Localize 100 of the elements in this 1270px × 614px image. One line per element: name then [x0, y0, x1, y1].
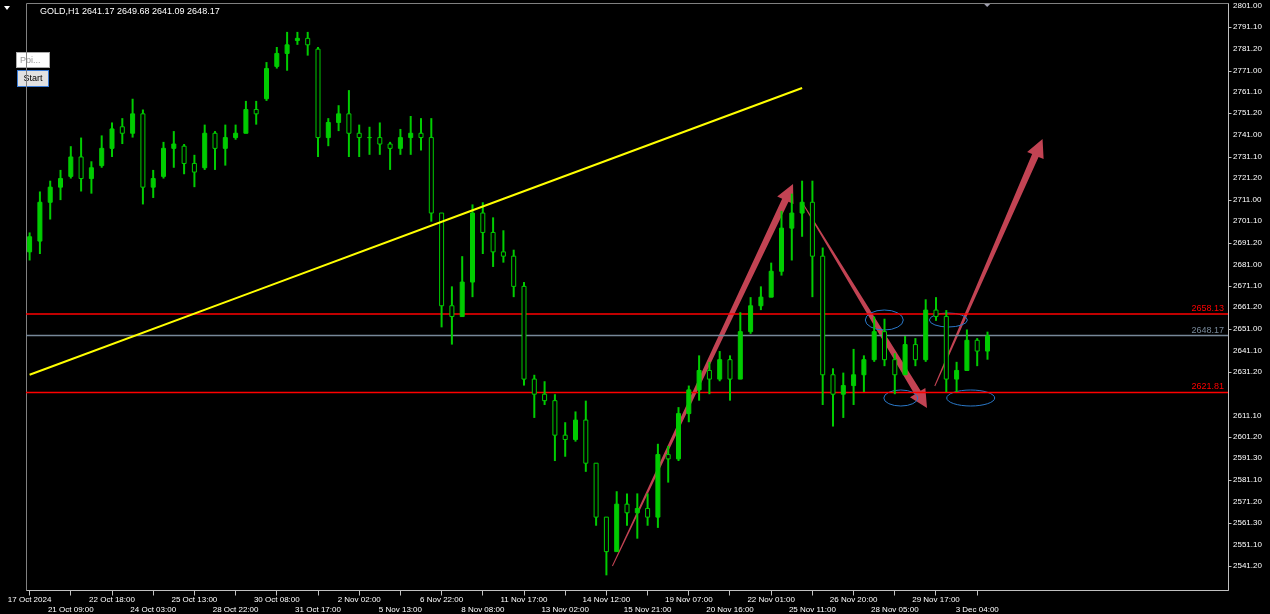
candlestick — [799, 179, 805, 238]
candlestick — [706, 360, 712, 396]
candlestick — [27, 231, 33, 262]
candlestick — [840, 371, 846, 419]
y-tick-label: 2691.20 — [1233, 237, 1263, 247]
x-tick-label: 3 Dec 04:00 — [955, 605, 1000, 614]
y-tick-label: 2791.10 — [1233, 22, 1263, 32]
candlestick — [562, 421, 568, 458]
candlestick — [253, 99, 259, 126]
x-tick-label: 20 Nov 16:00 — [706, 605, 755, 614]
candlestick — [531, 373, 537, 419]
x-tick-label: 22 Oct 18:00 — [89, 595, 136, 604]
candlestick — [490, 216, 496, 268]
candlestick — [397, 127, 403, 156]
candlestick — [356, 123, 362, 158]
candlestick — [150, 168, 156, 199]
x-tick-label: 14 Nov 12:00 — [582, 595, 631, 604]
candlestick — [892, 352, 898, 396]
candlestick — [191, 153, 197, 189]
y-tick-label: 2701.10 — [1233, 216, 1263, 226]
x-tick-label: 28 Nov 05:00 — [871, 605, 920, 614]
x-tick-label: 15 Nov 21:00 — [623, 605, 672, 614]
candlestick — [645, 492, 651, 527]
x-tick-label: 26 Nov 20:00 — [829, 595, 878, 604]
candlestick — [387, 140, 393, 171]
candlestick — [686, 384, 692, 424]
candlestick — [480, 201, 486, 256]
x-tick-label: 28 Oct 22:00 — [212, 605, 260, 614]
y-tick-label: 2711.00 — [1233, 195, 1262, 205]
candlestick — [573, 410, 578, 443]
y-tick-label: 2581.10 — [1233, 475, 1263, 485]
x-tick-label: 22 Nov 01:00 — [747, 595, 796, 604]
candlestick — [58, 168, 63, 202]
y-tick-label: 2801.00 — [1233, 1, 1263, 11]
y-tick-label: 2761.10 — [1233, 87, 1263, 97]
candlestick — [222, 123, 228, 167]
y-tick-label: 2721.20 — [1233, 173, 1263, 183]
candlestick — [305, 30, 311, 57]
y-tick-label: 2611.10 — [1233, 410, 1262, 420]
candlestick — [500, 229, 506, 264]
x-tick-label: 25 Nov 11:00 — [788, 605, 837, 614]
y-tick-label: 2631.20 — [1233, 367, 1263, 377]
ref-line-label: 2658.13 — [1191, 303, 1224, 314]
y-tick-label: 2641.10 — [1233, 345, 1263, 355]
x-tick-label: 31 Oct 17:00 — [295, 605, 342, 614]
y-tick-label: 2771.00 — [1233, 65, 1263, 75]
candlestick — [181, 143, 187, 176]
candlestick — [985, 330, 990, 361]
candlestick — [274, 45, 280, 70]
chart-title: GOLD,H1 2641.17 2649.68 2641.09 2648.17 — [40, 6, 220, 16]
candlestick — [325, 117, 331, 148]
candlestick — [408, 115, 414, 156]
candlestick — [542, 380, 548, 406]
ref-line-label: 2621.81 — [1191, 381, 1224, 392]
candlestick — [624, 492, 630, 527]
candlestick — [119, 117, 125, 146]
x-tick-label: 8 Nov 08:00 — [461, 605, 505, 614]
y-tick-label: 2571.20 — [1233, 496, 1263, 506]
x-tick-label: 19 Nov 07:00 — [665, 595, 714, 604]
y-tick-label: 2601.20 — [1233, 431, 1263, 441]
x-tick-label: 17 Oct 2024 — [7, 595, 52, 604]
y-tick-label: 2781.20 — [1233, 43, 1263, 53]
candlestick — [336, 104, 342, 133]
candlestick — [861, 354, 867, 394]
candlestick — [954, 360, 960, 394]
candlestick — [758, 285, 764, 312]
x-tick-label: 11 Nov 17:00 — [500, 595, 549, 604]
candlestick — [78, 136, 84, 193]
x-tick-label: 29 Nov 17:00 — [912, 595, 961, 604]
candlestick — [789, 192, 795, 262]
y-tick-label: 2591.30 — [1233, 453, 1263, 463]
y-tick-label: 2541.20 — [1233, 561, 1263, 571]
x-tick-label: 6 Nov 22:00 — [420, 595, 464, 604]
candlestick — [171, 130, 177, 169]
candlestick — [99, 134, 105, 169]
y-tick-label: 2561.30 — [1233, 517, 1263, 527]
y-tick-label: 2661.20 — [1233, 302, 1263, 312]
x-tick-label: 2 Nov 02:00 — [337, 595, 382, 604]
y-tick-label: 2731.10 — [1233, 151, 1263, 161]
candlestick — [830, 367, 836, 428]
candlestick — [284, 30, 290, 72]
candlestick — [418, 117, 424, 152]
candlestick — [377, 121, 383, 156]
candlestick — [933, 296, 939, 322]
candlestick — [634, 492, 640, 540]
candlestick — [109, 121, 115, 158]
candlestick — [88, 160, 94, 195]
ref-line-label: 2648.17 — [1191, 324, 1224, 335]
candlestick — [912, 337, 918, 368]
candlestick — [346, 89, 352, 158]
x-tick-label: 21 Oct 09:00 — [47, 605, 95, 614]
candlestick — [212, 130, 218, 171]
x-tick-label: 25 Oct 13:00 — [171, 595, 218, 604]
x-tick-label: 24 Oct 03:00 — [130, 605, 177, 614]
y-tick-label: 2751.20 — [1233, 108, 1263, 118]
candlestick — [665, 444, 671, 484]
candlestick — [696, 354, 702, 402]
y-tick-label: 2741.00 — [1233, 130, 1263, 140]
candlestick — [727, 354, 733, 402]
candlestick — [717, 350, 723, 383]
